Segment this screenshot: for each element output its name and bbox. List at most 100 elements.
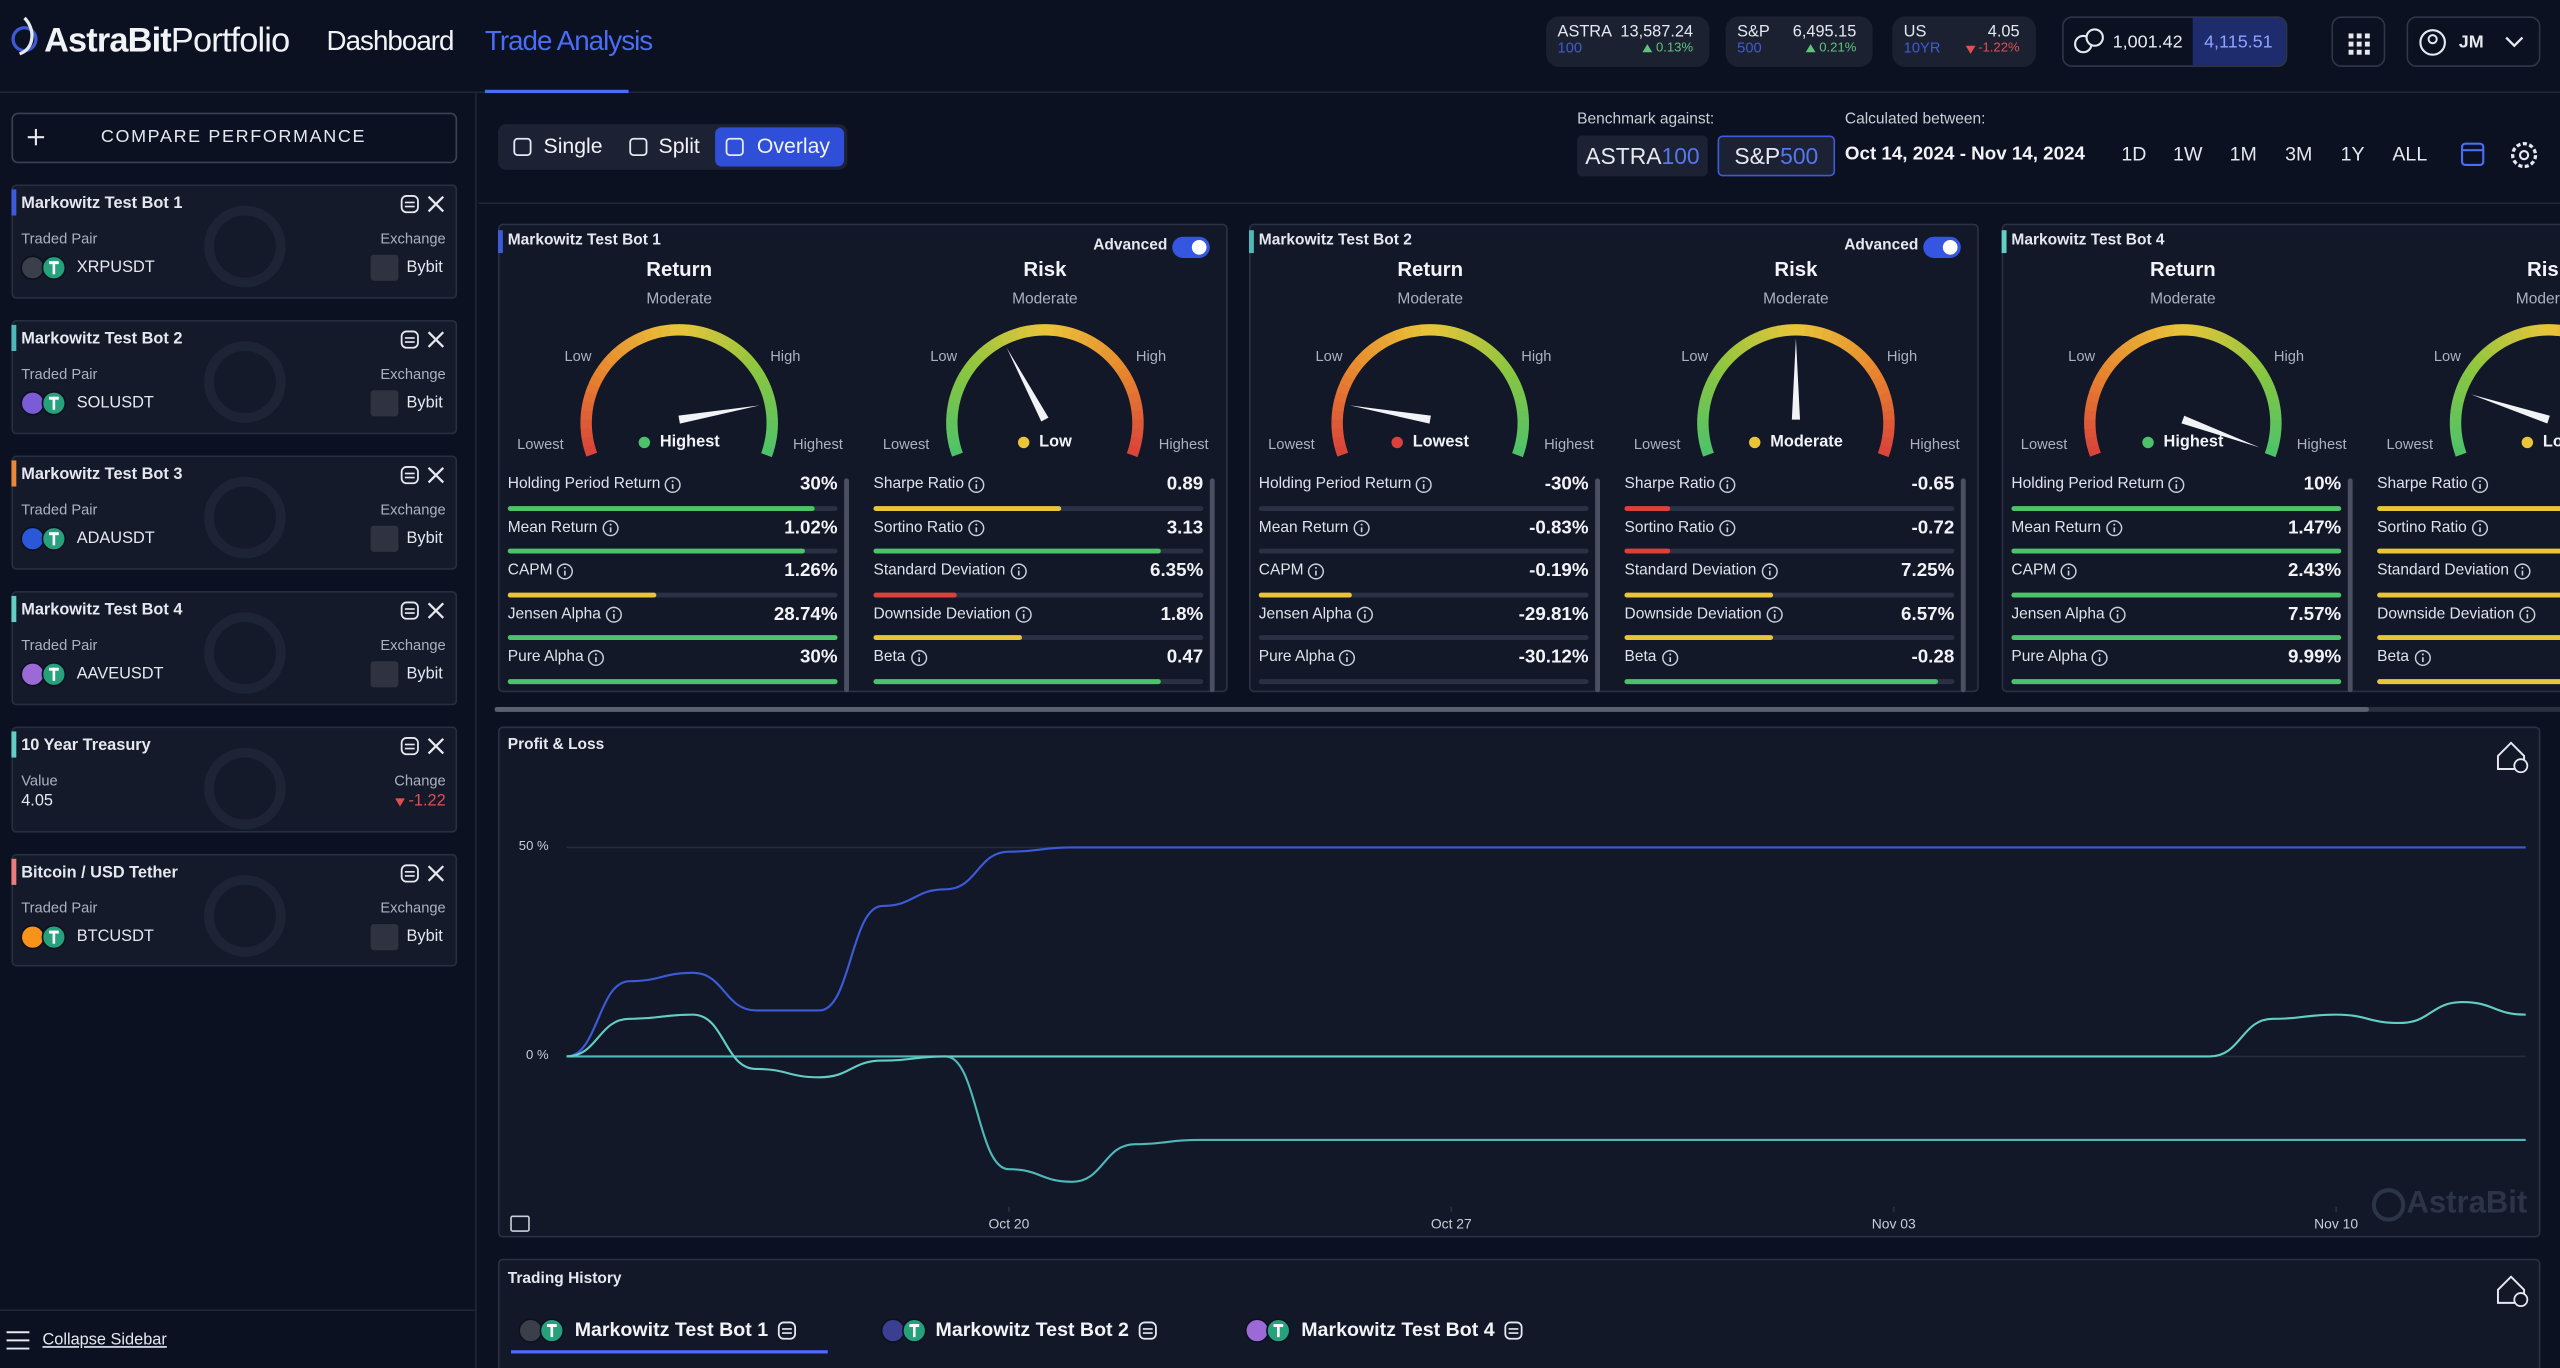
info-icon-dot <box>1363 610 1366 613</box>
metric-track <box>1624 505 1955 511</box>
card-right-label: Exchange <box>380 501 446 518</box>
ticker-change: 0.13% <box>1656 40 1694 55</box>
gauge-low: Low <box>564 347 592 365</box>
history-tab[interactable]: Markowitz Test Bot 4 <box>1301 1318 1495 1342</box>
metric-name: Standard Deviation <box>1624 561 1757 580</box>
metric-bar <box>2377 635 2560 640</box>
metric-value: 2.43% <box>2287 561 2342 581</box>
metric-name: Jensen Alpha <box>1258 604 1352 623</box>
view-option[interactable]: Overlay <box>756 133 831 159</box>
view-active[interactable] <box>715 127 845 167</box>
range-option[interactable]: 1Y <box>2340 142 2365 166</box>
metric-name: Standard Deviation <box>2377 561 2510 580</box>
result-label: Highest <box>2163 433 2224 452</box>
card-icon <box>1138 1321 1157 1340</box>
card-right-value: Bybit <box>406 258 443 277</box>
tether-mark <box>52 396 56 410</box>
compare-label[interactable]: COMPARE PERFORMANCE <box>100 127 367 147</box>
card-watermark <box>204 875 286 957</box>
gauge-needle <box>2181 415 2260 448</box>
gauge-result: Low <box>1017 433 1072 451</box>
card-right-label: Exchange <box>380 899 446 917</box>
user-button[interactable] <box>2406 16 2541 67</box>
info-icon-dot <box>1360 523 1363 526</box>
close-stroke <box>427 195 445 213</box>
metric-scrollbar <box>2347 478 2353 693</box>
metric-name: Beta <box>873 647 906 666</box>
info-icon <box>1766 606 1783 623</box>
metric-bar <box>873 678 1161 684</box>
benchmark-option[interactable] <box>1717 135 1836 177</box>
close-icon[interactable] <box>427 737 445 755</box>
metric-name: CAPM <box>507 561 553 580</box>
range-option[interactable]: 1M <box>2229 142 2257 166</box>
close-stroke <box>427 737 445 755</box>
panel-accent <box>497 230 503 254</box>
period-label: Calculated between: <box>1844 110 1986 129</box>
view-option[interactable]: Single <box>543 133 603 159</box>
info-icon-dot <box>1422 480 1425 483</box>
card-watermark <box>204 612 286 694</box>
nav-link[interactable]: Trade Analysis <box>484 25 653 57</box>
card-left-value: SOLUSDT <box>76 394 154 413</box>
metric-name: CAPM <box>1258 561 1304 580</box>
view-option[interactable]: Split <box>658 133 700 159</box>
info-icon-dot <box>2067 566 2070 569</box>
chevron <box>2505 36 2524 48</box>
gauge-result: Moderate <box>1749 433 1843 451</box>
book-icon <box>510 1215 530 1232</box>
card-title: Markowitz Test Bot 4 <box>21 601 183 620</box>
ticker-change: 0.21% <box>1819 40 1857 55</box>
exchange-logo <box>370 254 399 281</box>
compare-button[interactable] <box>11 112 458 164</box>
sidebar-card[interactable] <box>11 726 458 833</box>
info-icon <box>2091 649 2108 667</box>
view-icon <box>725 137 744 156</box>
close-icon[interactable] <box>427 195 445 213</box>
metric-value: -0.19% <box>1529 561 1589 581</box>
gauge-title: Risk <box>1774 258 1818 282</box>
range-option[interactable]: 3M <box>2285 142 2313 166</box>
gauge-lowest: Lowest <box>1268 436 1315 453</box>
pnl-line <box>566 1055 2526 1183</box>
gauge-highest: Highest <box>1544 436 1594 453</box>
close-icon[interactable] <box>427 865 445 882</box>
result-label: Highest <box>659 433 720 452</box>
pnl-line <box>566 846 2526 1058</box>
info-icon-dot <box>671 480 674 483</box>
card-icon <box>400 737 419 756</box>
apps-button[interactable] <box>2331 16 2386 67</box>
nav-link[interactable]: Dashboard <box>326 25 455 57</box>
gauge-result: Highest <box>638 433 720 452</box>
metric-scrollbar <box>844 478 849 693</box>
user-initials: JM <box>2458 32 2484 53</box>
range-option[interactable]: ALL <box>2392 142 2428 166</box>
metric-bar <box>2011 678 2342 684</box>
panels-scroll-thumb[interactable] <box>494 706 2369 712</box>
gauge-highest: Highest <box>2296 436 2347 453</box>
close-icon[interactable] <box>427 466 445 484</box>
gauge-arc <box>1126 444 1141 458</box>
info-icon-dot <box>2116 610 2119 613</box>
ticker-name: S&P <box>1737 23 1770 42</box>
metric-name: Pure Alpha <box>507 647 584 666</box>
close-icon[interactable] <box>427 331 445 348</box>
metric-value: 6.57% <box>1901 604 1955 624</box>
history-tab[interactable]: Markowitz Test Bot 2 <box>935 1318 1129 1342</box>
close-icon[interactable] <box>427 602 445 619</box>
history-tab[interactable]: Markowitz Test Bot 1 <box>574 1318 769 1342</box>
gauge-high: High <box>1521 347 1552 365</box>
collapse-link[interactable]: Collapse Sidebar <box>42 1331 167 1350</box>
range-option[interactable]: 1D <box>2121 142 2147 166</box>
card-accent <box>11 858 17 885</box>
gauge-level: Moderate <box>1012 290 1078 309</box>
brand-name: AstraBit <box>44 21 172 60</box>
card-left-value: BTCUSDT <box>76 928 154 947</box>
metric-value: 9.99% <box>2287 647 2342 668</box>
benchmark-option[interactable] <box>1577 135 1708 177</box>
gauge-arc <box>1512 444 1526 458</box>
card-accent <box>11 595 17 623</box>
metric-name: Beta <box>2377 647 2410 666</box>
view-icon <box>629 137 648 156</box>
range-option[interactable]: 1W <box>2173 142 2203 166</box>
